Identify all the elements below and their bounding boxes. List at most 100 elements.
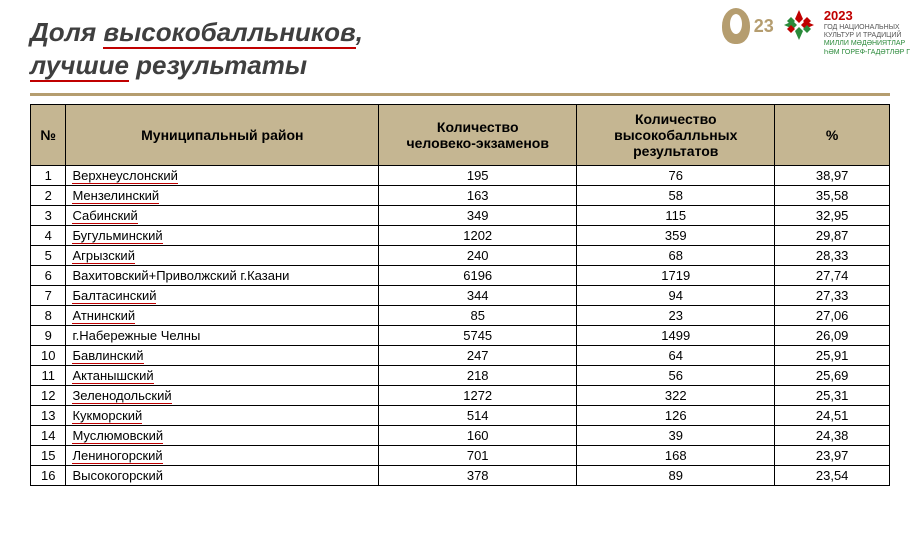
- ornament-icon: [782, 8, 816, 42]
- title-u1: высокобалльников: [103, 17, 355, 49]
- title-t3: результаты: [129, 50, 307, 80]
- cell-num: 8: [31, 306, 66, 326]
- cell-pct: 27,33: [775, 286, 890, 306]
- cell-name: Верхнеуслонский: [66, 166, 379, 186]
- cell-name: Зеленодольский: [66, 386, 379, 406]
- cell-num: 6: [31, 266, 66, 286]
- title-t1: Доля: [30, 17, 103, 47]
- cell-pct: 26,09: [775, 326, 890, 346]
- col-name: Муниципальный район: [66, 105, 379, 166]
- cell-pct: 27,74: [775, 266, 890, 286]
- table-row: 7Балтасинский3449427,33: [31, 286, 890, 306]
- table-row: 16Высокогорский3788923,54: [31, 466, 890, 486]
- cell-pct: 24,38: [775, 426, 890, 446]
- logo-r4: ҺӘМ ГОРЕФ-ГАДӘТЛӘР Г: [824, 49, 910, 56]
- cell-num: 11: [31, 366, 66, 386]
- cell-exams: 160: [379, 426, 577, 446]
- logo-block: 23 2023 ГОД НАЦИОНАЛЬНЫХ КУЛЬТУР И ТРАДИ…: [722, 8, 910, 57]
- cell-exams: 514: [379, 406, 577, 426]
- cell-name: Сабинский: [66, 206, 379, 226]
- cell-high: 68: [577, 246, 775, 266]
- cell-pct: 25,31: [775, 386, 890, 406]
- cell-high: 39: [577, 426, 775, 446]
- table-row: 8Атнинский852327,06: [31, 306, 890, 326]
- cell-name: Муслюмовский: [66, 426, 379, 446]
- cell-num: 7: [31, 286, 66, 306]
- logo-year-left: 23: [754, 16, 774, 37]
- table-body: 1Верхнеуслонский1957638,972Мензелинский1…: [31, 166, 890, 486]
- cell-pct: 32,95: [775, 206, 890, 226]
- cell-name-text: Балтасинский: [72, 288, 156, 304]
- cell-high: 1719: [577, 266, 775, 286]
- cell-exams: 6196: [379, 266, 577, 286]
- title-t2: ,: [356, 17, 363, 47]
- logo-r2: КУЛЬТУР И ТРАДИЦИЙ: [824, 32, 902, 39]
- table-row: 12 Зеленодольский 127232225,31: [31, 386, 890, 406]
- cell-pct: 23,97: [775, 446, 890, 466]
- table-row: 2Мензелинский1635835,58: [31, 186, 890, 206]
- title-u2: лучшие: [30, 50, 129, 82]
- cell-name: Атнинский: [66, 306, 379, 326]
- cell-high: 126: [577, 406, 775, 426]
- cell-high: 322: [577, 386, 775, 406]
- cell-high: 1499: [577, 326, 775, 346]
- cell-exams: 1272: [379, 386, 577, 406]
- cell-pct: 28,33: [775, 246, 890, 266]
- cell-exams: 701: [379, 446, 577, 466]
- table-row: 14Муслюмовский1603924,38: [31, 426, 890, 446]
- cell-num: 4: [31, 226, 66, 246]
- table-row: 13Кукморский51412624,51: [31, 406, 890, 426]
- cell-pct: 23,54: [775, 466, 890, 486]
- cell-name: Балтасинский: [66, 286, 379, 306]
- cell-pct: 38,97: [775, 166, 890, 186]
- col-num: №: [31, 105, 66, 166]
- cell-exams: 85: [379, 306, 577, 326]
- table-row: 11 Актанышский 2185625,69: [31, 366, 890, 386]
- logo-r3: МИЛЛИ МӘДӘНИЯТЛАР: [824, 40, 905, 47]
- table-row: 15Лениногорский70116823,97: [31, 446, 890, 466]
- table-row: 4Бугульминский120235929,87: [31, 226, 890, 246]
- cell-exams: 218: [379, 366, 577, 386]
- table-row: 9г.Набережные Челны5745149926,09: [31, 326, 890, 346]
- logo-right-text: 2023 ГОД НАЦИОНАЛЬНЫХ КУЛЬТУР И ТРАДИЦИЙ…: [824, 8, 910, 57]
- cell-name-text: Зеленодольский: [72, 388, 171, 404]
- cell-pct: 29,87: [775, 226, 890, 246]
- table-row: 1Верхнеуслонский1957638,97: [31, 166, 890, 186]
- cell-name-text: Сабинский: [72, 208, 137, 224]
- cell-name: Кукморский: [66, 406, 379, 426]
- cell-high: 64: [577, 346, 775, 366]
- cell-name-text: Верхнеуслонский: [72, 168, 177, 184]
- cell-name-text: Кукморский: [72, 408, 142, 424]
- cell-high: 168: [577, 446, 775, 466]
- cell-exams: 5745: [379, 326, 577, 346]
- cell-num: 12: [31, 386, 66, 406]
- cell-name-text: Муслюмовский: [72, 428, 163, 444]
- col-high: Количество высокобалльных результатов: [577, 105, 775, 166]
- cell-name-text: Мензелинский: [72, 188, 159, 204]
- cell-exams: 378: [379, 466, 577, 486]
- table-row: 6Вахитовский+Приволжский г.Казани6196171…: [31, 266, 890, 286]
- cell-name: Высокогорский: [66, 466, 379, 486]
- cell-name-text: Актанышский: [72, 368, 153, 384]
- divider: [30, 93, 890, 96]
- cell-name: Бугульминский: [66, 226, 379, 246]
- cell-pct: 25,69: [775, 366, 890, 386]
- cell-name-text: Атнинский: [72, 308, 135, 324]
- col-pct: %: [775, 105, 890, 166]
- results-table: № Муниципальный район Количество человек…: [30, 104, 890, 486]
- logo-r1: ГОД НАЦИОНАЛЬНЫХ: [824, 24, 900, 31]
- cell-name: Агрызский: [66, 246, 379, 266]
- cell-name-text: Бугульминский: [72, 228, 162, 244]
- cell-exams: 344: [379, 286, 577, 306]
- cell-high: 115: [577, 206, 775, 226]
- table-row: 10Бавлинский2476425,91: [31, 346, 890, 366]
- cell-pct: 24,51: [775, 406, 890, 426]
- cell-exams: 195: [379, 166, 577, 186]
- cell-name-text: Агрызский: [72, 248, 135, 264]
- cell-num: 16: [31, 466, 66, 486]
- cell-exams: 247: [379, 346, 577, 366]
- cell-high: 56: [577, 366, 775, 386]
- table-container: № Муниципальный район Количество человек…: [0, 104, 920, 486]
- cell-exams: 240: [379, 246, 577, 266]
- col-exams: Количество человеко-экзаменов: [379, 105, 577, 166]
